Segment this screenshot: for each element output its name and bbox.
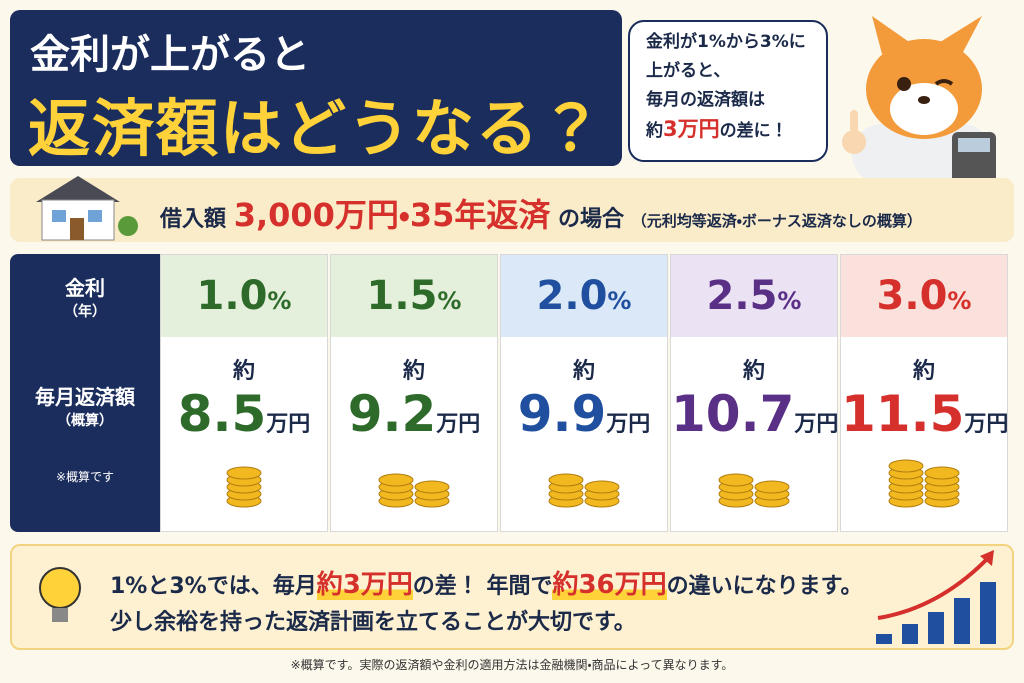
summary-text: の差！ 年間で xyxy=(412,574,553,599)
summary-line: 少し余裕を持った返済計画を立てることが大切です。 xyxy=(110,610,636,635)
approx-label: 約 xyxy=(912,359,935,384)
speech-bubble: 金利が1%から3%に 上がると、 毎月の返済額は 約3万円の差に！ xyxy=(628,20,828,162)
payment-unit: 万円 xyxy=(794,412,839,437)
rate-column: 2.0% 約 9.9万円 xyxy=(500,254,668,532)
coin-stack xyxy=(718,473,790,508)
bubble-text: の差に！ xyxy=(719,121,788,141)
footer-note: ※概算です。実際の返済額や金利の適用方法は金融機関・商品によって異なります。 xyxy=(290,658,734,672)
summary-text: の違いになります。 xyxy=(666,574,863,599)
coin-stack xyxy=(226,466,262,508)
row-label: 毎月返済額 xyxy=(35,385,135,409)
rate-column: 1.5% 約 9.2万円 xyxy=(330,254,498,532)
rate-unit: % xyxy=(437,287,462,315)
approx-label: 約 xyxy=(572,359,595,384)
condition-text: 借入額 3,000万円・35年返済 の場合 （元利均等返済・ボーナス返済なしの概… xyxy=(160,190,922,236)
rate-unit: % xyxy=(947,287,972,315)
approx-label: 約 xyxy=(742,359,765,384)
rate-column: 3.0% 約 11.5万円 xyxy=(840,254,1008,532)
payment-unit: 万円 xyxy=(606,412,651,437)
header-panel xyxy=(10,10,622,166)
growth-icon xyxy=(876,550,996,644)
bulb-icon xyxy=(39,567,81,622)
coin xyxy=(584,480,620,494)
summary-box xyxy=(10,544,1014,650)
row-label: 金利 xyxy=(65,276,105,300)
rate-value: 2.0 xyxy=(536,273,608,319)
coin xyxy=(414,480,450,494)
coin xyxy=(378,473,414,487)
summary-line: 1%と3%では、毎月約3万円の差！ 年間で約36万円の違いになります。 xyxy=(110,564,862,601)
row-sublabel: （年） xyxy=(64,304,106,320)
payment-value: 10.7 xyxy=(671,385,795,443)
approx-label: 約 xyxy=(402,359,425,384)
rate-value: 1.5 xyxy=(366,273,438,319)
bubble-line: 毎月の返済額は xyxy=(646,90,765,110)
payment-value: 9.9 xyxy=(517,385,607,443)
bubble-line: 約3万円の差に！ xyxy=(646,115,826,146)
row-sublabel: （概算） xyxy=(57,413,113,429)
coin xyxy=(888,459,924,473)
rate-unit: % xyxy=(267,287,292,315)
payment-unit: 万円 xyxy=(266,412,311,437)
payment: 10.7万円 xyxy=(671,385,839,443)
payment-value: 8.5 xyxy=(177,385,267,443)
house-icon xyxy=(36,176,138,241)
rate-value: 1.0 xyxy=(196,273,268,319)
rate-header: 2.0% xyxy=(501,255,667,337)
payment: 8.5万円 xyxy=(161,385,327,443)
condition-label: 借入額 xyxy=(160,207,227,232)
title-line: 金利が上がると xyxy=(30,32,310,78)
coin-stack xyxy=(548,473,620,508)
summary-highlight: 約36万円 xyxy=(552,570,667,600)
summary-highlight: 約3万円 xyxy=(316,570,413,600)
summary-text: 1%と3%では、毎月 xyxy=(110,574,317,599)
coin-stack xyxy=(888,459,960,508)
separator: ・ xyxy=(398,196,410,234)
row-header: 金利 （年） 毎月返済額 （概算） ※概算です xyxy=(10,254,160,532)
rate-header: 2.5% xyxy=(671,255,837,337)
rate-header: 3.0% xyxy=(841,255,1007,337)
bubble-line: 上がると、 xyxy=(646,61,731,81)
rate-column: 1.0% 約 8.5万円 xyxy=(160,254,328,532)
rate-header: 1.0% xyxy=(161,255,327,337)
fox-mascot xyxy=(842,16,996,179)
bubble-line: 金利が1%から3%に xyxy=(646,32,806,52)
payment: 11.5万円 xyxy=(841,385,1009,443)
coin xyxy=(924,466,960,480)
condition-note: （元利均等返済・ボーナス返済なしの概算） xyxy=(631,212,922,230)
payment-value: 9.2 xyxy=(347,385,437,443)
condition-bar xyxy=(10,178,1014,242)
payment-value: 11.5 xyxy=(841,385,965,443)
table-note: ※概算です xyxy=(55,470,115,484)
rate-unit: % xyxy=(777,287,802,315)
payment-unit: 万円 xyxy=(964,412,1009,437)
approx-label: 約 xyxy=(232,359,255,384)
rate-unit: % xyxy=(607,287,632,315)
loan-term: 35年返済 xyxy=(409,196,551,234)
payment-unit: 万円 xyxy=(436,412,481,437)
coin xyxy=(718,473,754,487)
condition-label: の場合 xyxy=(558,207,625,232)
bubble-highlight: 3万円 xyxy=(663,117,720,141)
rate-value: 3.0 xyxy=(876,273,948,319)
coin-stack xyxy=(378,473,450,508)
coin xyxy=(754,480,790,494)
bubble-text: 約 xyxy=(646,121,663,141)
title-main: 返済額はどうなる？ xyxy=(28,92,605,165)
loan-amount: 3,000万円 xyxy=(233,196,399,234)
payment: 9.2万円 xyxy=(331,385,497,443)
coin xyxy=(548,473,584,487)
rate-header: 1.5% xyxy=(331,255,497,337)
payment: 9.9万円 xyxy=(501,385,667,443)
coin xyxy=(226,466,262,480)
rate-column: 2.5% 約 10.7万円 xyxy=(670,254,838,532)
rate-value: 2.5 xyxy=(706,273,778,319)
